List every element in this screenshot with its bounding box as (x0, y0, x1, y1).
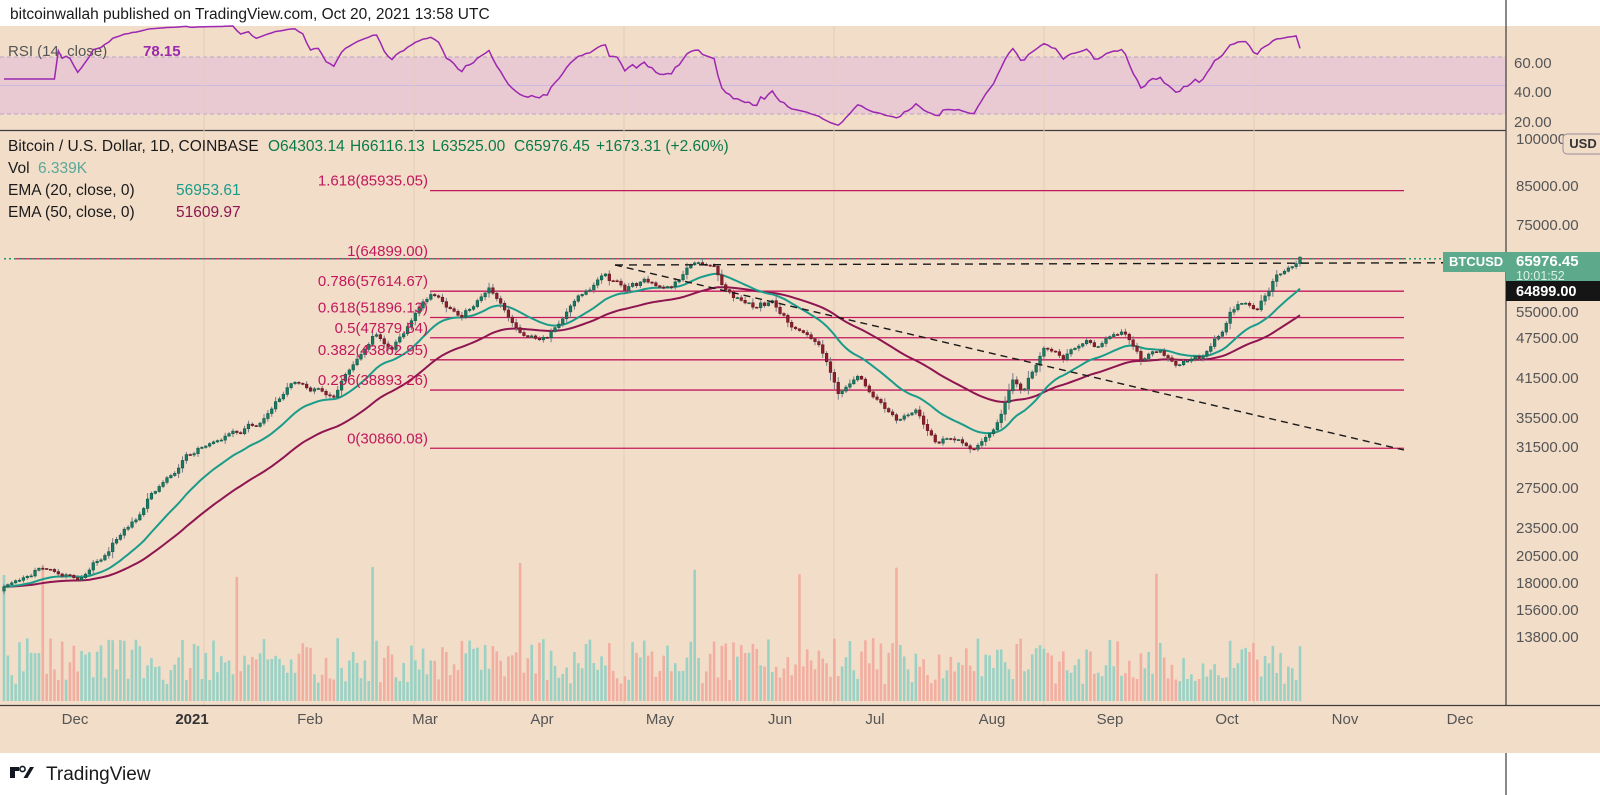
svg-text:Oct: Oct (1215, 711, 1239, 728)
svg-text:20.00: 20.00 (1514, 114, 1552, 131)
svg-text:EMA (20, close, 0): EMA (20, close, 0) (8, 182, 135, 199)
svg-text:H66116.13: H66116.13 (350, 138, 425, 155)
svg-text:+1673.31 (+2.60%): +1673.31 (+2.60%) (596, 138, 729, 155)
svg-text:0.5(47879.54): 0.5(47879.54) (335, 320, 428, 337)
svg-text:13800.00: 13800.00 (1516, 629, 1579, 646)
svg-text:Jul: Jul (865, 711, 884, 728)
svg-text:C65976.45: C65976.45 (514, 138, 590, 155)
svg-text:Bitcoin / U.S. Dollar, 1D, COI: Bitcoin / U.S. Dollar, 1D, COINBASE (8, 138, 259, 155)
svg-text:1(64899.00): 1(64899.00) (347, 243, 428, 260)
svg-text:23500.00: 23500.00 (1516, 520, 1579, 537)
svg-text:78.15: 78.15 (143, 43, 181, 60)
svg-text:Mar: Mar (412, 711, 438, 728)
svg-text:BTCUSD: BTCUSD (1449, 254, 1503, 269)
svg-text:64899.00: 64899.00 (1516, 284, 1576, 300)
svg-text:Dec: Dec (62, 711, 89, 728)
svg-text:L63525.00: L63525.00 (432, 138, 506, 155)
svg-text:20500.00: 20500.00 (1516, 548, 1579, 565)
svg-text:0.236(38893.26): 0.236(38893.26) (318, 372, 428, 389)
svg-text:40.00: 40.00 (1514, 84, 1552, 101)
svg-text:0.786(57614.67): 0.786(57614.67) (318, 273, 428, 290)
svg-text:0.618(51896.13): 0.618(51896.13) (318, 299, 428, 316)
svg-text:51609.97: 51609.97 (176, 204, 241, 221)
svg-text:Vol: Vol (8, 160, 30, 177)
svg-text:31500.00: 31500.00 (1516, 439, 1579, 456)
svg-text:6.339K: 6.339K (38, 160, 88, 177)
svg-text:85000.00: 85000.00 (1516, 178, 1579, 195)
svg-text:56953.61: 56953.61 (176, 182, 241, 199)
svg-text:USD: USD (1569, 136, 1596, 151)
svg-text:O64303.14: O64303.14 (268, 138, 345, 155)
svg-text:Sep: Sep (1097, 711, 1124, 728)
svg-text:Jun: Jun (768, 711, 792, 728)
svg-text:Aug: Aug (979, 711, 1006, 728)
svg-text:2021: 2021 (175, 711, 208, 728)
svg-text:55000.00: 55000.00 (1516, 304, 1579, 321)
svg-text:Nov: Nov (1332, 711, 1359, 728)
svg-text:65976.45: 65976.45 (1516, 253, 1579, 270)
svg-text:47500.00: 47500.00 (1516, 330, 1579, 347)
svg-text:60.00: 60.00 (1514, 55, 1552, 72)
svg-text:May: May (646, 711, 675, 728)
svg-text:75000.00: 75000.00 (1516, 217, 1579, 234)
svg-text:0.382(43862.95): 0.382(43862.95) (318, 342, 428, 359)
svg-text:Dec: Dec (1447, 711, 1474, 728)
svg-text:18000.00: 18000.00 (1516, 575, 1579, 592)
svg-text:10:01:52: 10:01:52 (1516, 269, 1565, 283)
svg-text:35500.00: 35500.00 (1516, 410, 1579, 427)
svg-text:27500.00: 27500.00 (1516, 480, 1579, 497)
svg-text:0(30860.08): 0(30860.08) (347, 430, 428, 447)
svg-text:15600.00: 15600.00 (1516, 602, 1579, 619)
svg-text:1.618(85935.05): 1.618(85935.05) (318, 173, 428, 190)
svg-text:Feb: Feb (297, 711, 323, 728)
svg-text:Apr: Apr (530, 711, 553, 728)
svg-text:41500.00: 41500.00 (1516, 370, 1579, 387)
svg-text:EMA (50, close, 0): EMA (50, close, 0) (8, 204, 135, 221)
